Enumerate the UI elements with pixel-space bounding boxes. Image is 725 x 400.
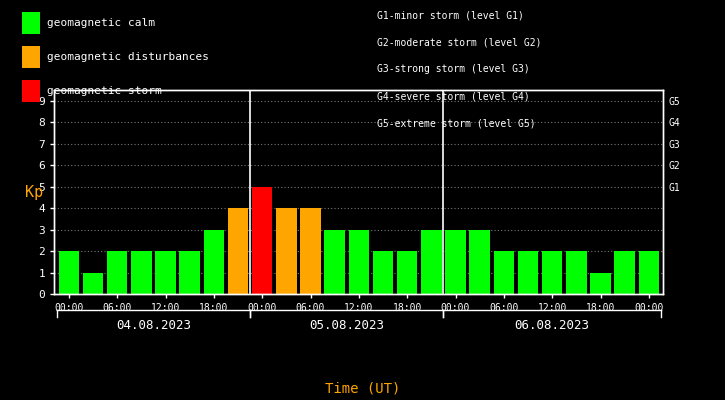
Bar (590, 272, 610, 294)
Bar (179, 251, 200, 294)
Bar (276, 208, 297, 294)
Text: geomagnetic storm: geomagnetic storm (47, 86, 162, 96)
Text: G4-severe storm (level G4): G4-severe storm (level G4) (377, 92, 530, 102)
Bar (204, 230, 224, 294)
Bar (228, 208, 248, 294)
Text: 06.08.2023: 06.08.2023 (515, 319, 589, 332)
Bar (300, 208, 320, 294)
Bar (349, 230, 369, 294)
Bar (566, 251, 587, 294)
Bar (421, 230, 442, 294)
Text: G1-minor storm (level G1): G1-minor storm (level G1) (377, 10, 524, 20)
Text: Time (UT): Time (UT) (325, 382, 400, 396)
Text: G5-extreme storm (level G5): G5-extreme storm (level G5) (377, 119, 536, 129)
Text: 04.08.2023: 04.08.2023 (116, 319, 191, 332)
Text: 05.08.2023: 05.08.2023 (310, 319, 384, 332)
Bar (324, 230, 345, 294)
Text: geomagnetic disturbances: geomagnetic disturbances (47, 52, 209, 62)
Bar (397, 251, 418, 294)
Y-axis label: Kp: Kp (25, 184, 44, 200)
Bar (445, 230, 465, 294)
Bar (518, 251, 538, 294)
Bar (155, 251, 175, 294)
Bar (639, 251, 659, 294)
Bar (614, 251, 635, 294)
Bar (542, 251, 563, 294)
Bar (252, 187, 273, 294)
Bar (107, 251, 128, 294)
Text: geomagnetic calm: geomagnetic calm (47, 18, 155, 28)
Text: G2-moderate storm (level G2): G2-moderate storm (level G2) (377, 37, 542, 47)
Bar (131, 251, 152, 294)
Bar (494, 251, 514, 294)
Bar (373, 251, 393, 294)
Bar (469, 230, 490, 294)
Bar (59, 251, 79, 294)
Bar (83, 272, 103, 294)
Text: G3-strong storm (level G3): G3-strong storm (level G3) (377, 64, 530, 74)
